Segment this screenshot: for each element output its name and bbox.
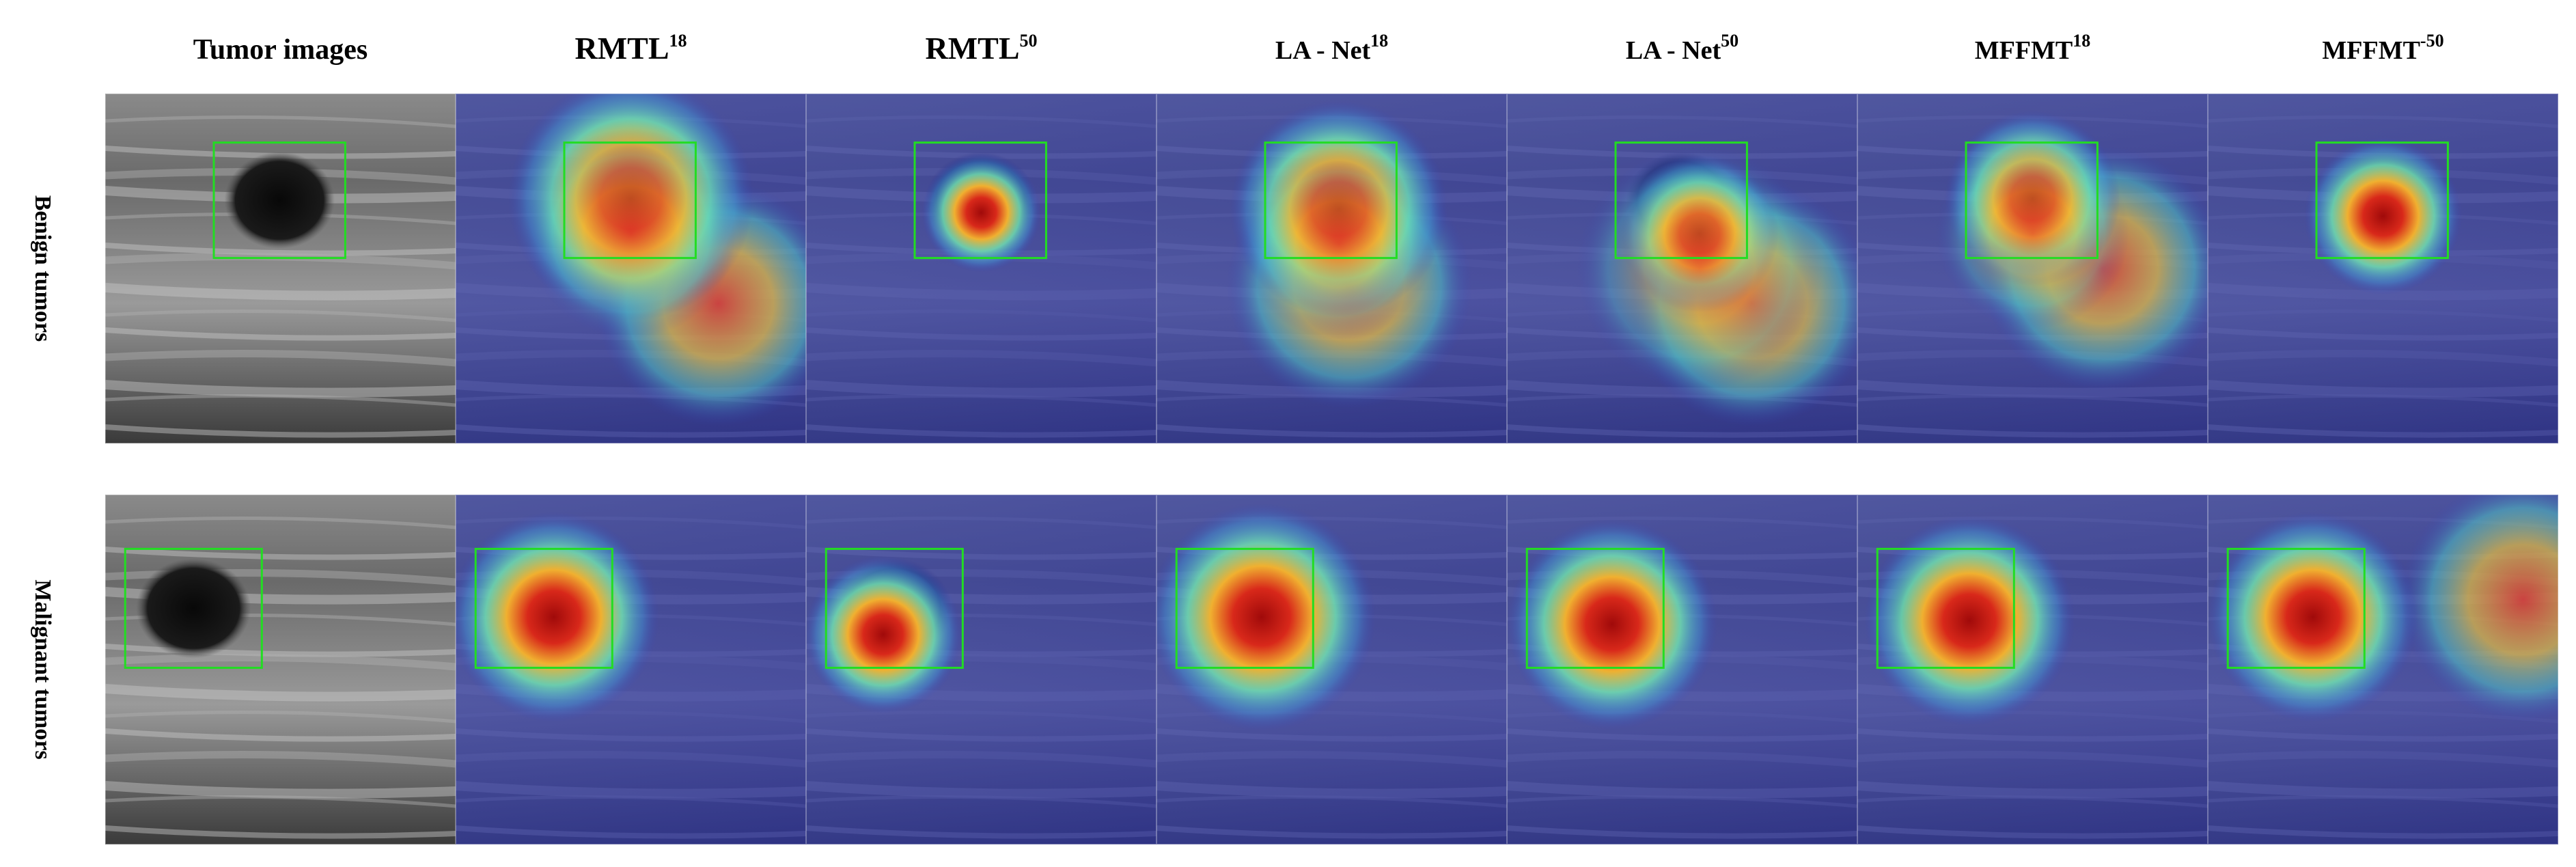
tissue-streak [105, 115, 456, 128]
roi-box [563, 141, 697, 260]
heat-halo [525, 128, 736, 339]
roi-box [1876, 547, 2015, 669]
roi-box [2226, 547, 2366, 669]
roi-box [2315, 141, 2449, 260]
image-cell [456, 495, 806, 844]
column-header: Tumor images [193, 34, 368, 66]
tissue-streak [105, 644, 456, 657]
tissue-streak [105, 243, 456, 256]
lesion [136, 558, 251, 659]
heat-spot [2208, 512, 2418, 722]
heat-spot [1507, 519, 1717, 730]
tissue-streak [105, 728, 456, 742]
image-cell [806, 94, 1157, 443]
heat-halo [1577, 146, 1823, 391]
tissue-streak [105, 654, 456, 671]
image-cell [105, 94, 456, 443]
tissue-streak [105, 781, 456, 799]
header-sup: 18 [669, 31, 687, 51]
column-header: MFFMT18 [1975, 31, 2091, 65]
heat-halo [1936, 137, 2129, 330]
image-cell [1507, 94, 1857, 443]
header-text: MFFMT [2322, 36, 2420, 65]
roi-box [913, 141, 1047, 260]
column-header: RMTL18 [575, 31, 687, 66]
heat-spot [2304, 137, 2462, 295]
tissue-streak [105, 711, 456, 724]
roi-box [1264, 141, 1398, 260]
roi-box [1175, 547, 1314, 669]
heat-spot [1864, 515, 2075, 726]
row-label: Malignant tumors [30, 579, 55, 760]
roi-box [212, 141, 346, 260]
heat-spot [1157, 503, 1376, 731]
heat-halo [1242, 148, 1435, 340]
header-text: MFFMT [1975, 36, 2073, 65]
image-cell [1507, 495, 1857, 844]
header-sup: 18 [2073, 31, 2090, 51]
ultrasound [105, 495, 456, 844]
column-header: LA - Net18 [1275, 31, 1388, 65]
tissue-streak [105, 751, 456, 768]
header-text: LA - Net [1626, 36, 1721, 65]
tissue-streak [105, 394, 456, 407]
image-cell [1857, 94, 2208, 443]
image-cell [1157, 94, 1507, 443]
row-label: Benign tumors [30, 195, 55, 342]
column-header: RMTL50 [926, 31, 1038, 66]
header-sup: 50 [1721, 31, 1739, 51]
header-text: RMTL [926, 31, 1020, 66]
tissue-streak [105, 283, 456, 301]
heat-spread [2400, 495, 2558, 722]
image-cell [1857, 495, 2208, 844]
header-sup: -50 [2420, 31, 2444, 51]
tissue-streak [105, 350, 456, 367]
roi-box [474, 547, 613, 669]
heat-spot [456, 512, 659, 722]
column-header: MFFMT-50 [2322, 31, 2443, 65]
tissue-streak [105, 795, 456, 808]
image-cell [105, 495, 456, 844]
image-cell [2208, 94, 2558, 443]
roi-box [825, 547, 964, 669]
image-cell [2208, 495, 2558, 844]
roi-box [1614, 141, 1748, 260]
column-header: LA - Net50 [1626, 31, 1739, 65]
tissue-streak [105, 309, 456, 322]
image-cell [806, 495, 1157, 844]
header-text: LA - Net [1275, 36, 1371, 65]
lesion [224, 152, 335, 249]
tissue-streak [105, 253, 456, 270]
tissue-streak [105, 517, 456, 529]
tissue-streak [105, 327, 456, 341]
tissue-streak [105, 684, 456, 702]
header-text: Tumor images [193, 34, 368, 66]
header-text: RMTL [575, 31, 669, 66]
tissue-streak [105, 547, 456, 560]
roi-box [124, 547, 263, 669]
header-sup: 50 [1020, 31, 1038, 51]
heat-spot [806, 555, 962, 713]
header-sup: 18 [1370, 31, 1388, 51]
image-cell [456, 94, 806, 443]
roi-box [1965, 141, 2099, 260]
tissue-streak [105, 380, 456, 398]
tissue-streak [105, 424, 456, 438]
tissue-streak [105, 825, 456, 839]
roi-box [1525, 547, 1665, 669]
image-cell [1157, 495, 1507, 844]
heat-spot [922, 153, 1041, 273]
